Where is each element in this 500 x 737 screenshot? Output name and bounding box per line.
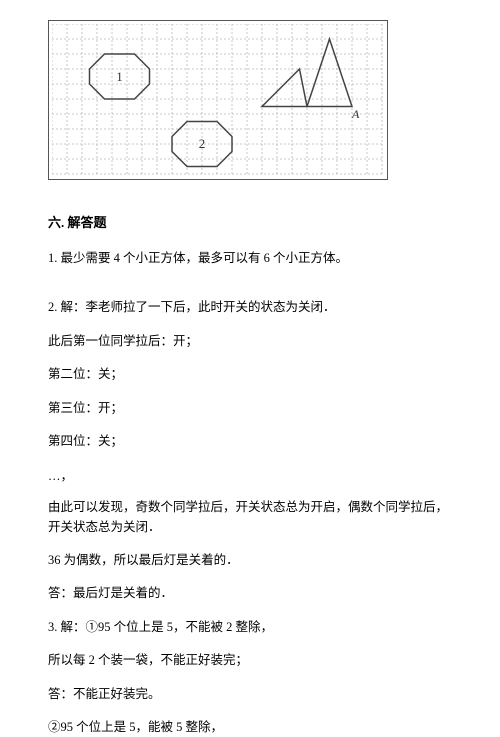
triangle-2: [307, 39, 352, 107]
ellipsis: …，: [48, 465, 452, 484]
answer-line: 36 为偶数，所以最后灯是关着的．: [48, 551, 452, 570]
triangle-1: [262, 69, 307, 107]
answer-line: 由此可以发现，奇数个同学拉后，开关状态总为开启，偶数个同学拉后，开关状态总为关闭…: [48, 498, 452, 537]
answer-line: 第四位：关；: [48, 432, 452, 451]
answer-line: 第三位：开；: [48, 399, 452, 418]
answer-line: 3. 解：①95 个位上是 5，不能被 2 整除，: [48, 618, 452, 637]
answer-line: 2. 解：李老师拉了一下后，此时开关的状态为关闭．: [48, 298, 452, 317]
answer-line: ②95 个位上是 5，能被 5 整除，: [48, 718, 452, 737]
octagon-2-label: 2: [199, 136, 206, 151]
figure-svg: 1 2 A: [52, 24, 384, 176]
answer-line: 1. 最少需要 4 个小正方体，最多可以有 6 个小正方体。: [48, 249, 452, 268]
octagon-1-label: 1: [116, 69, 123, 84]
answer-line: 所以每 2 个装一袋，不能正好装完；: [48, 651, 452, 670]
section-heading: 六. 解答题: [48, 212, 452, 231]
vertex-a-label: A: [351, 107, 360, 121]
answer-line: 第二位：关；: [48, 365, 452, 384]
answer-line: 此后第一位同学拉后：开；: [48, 332, 452, 351]
answer-line: 答：最后灯是关着的．: [48, 584, 452, 603]
geometry-figure: 1 2 A: [48, 20, 388, 180]
answer-line: 答：不能正好装完。: [48, 685, 452, 704]
